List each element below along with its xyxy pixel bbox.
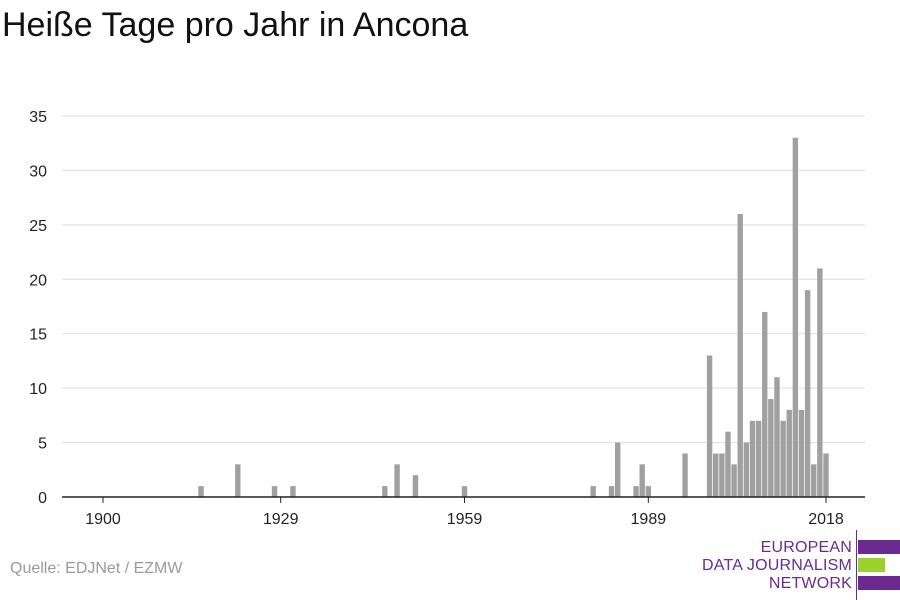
bar xyxy=(713,453,719,497)
bar xyxy=(774,377,780,497)
bar xyxy=(731,464,737,497)
bar xyxy=(811,464,817,497)
axes xyxy=(62,496,865,503)
bar xyxy=(461,486,468,497)
x-tick-label: 2018 xyxy=(808,511,844,528)
bar xyxy=(235,464,241,497)
logo-bar-middle xyxy=(858,558,885,572)
edjnet-logo: EUROPEAN DATA JOURNALISM NETWORK xyxy=(700,530,900,600)
bar xyxy=(614,442,621,497)
bar xyxy=(762,311,768,497)
x-tick-label: 1989 xyxy=(631,511,667,528)
y-tick-label: 35 xyxy=(29,109,47,126)
bar xyxy=(798,409,805,497)
bar xyxy=(412,475,419,497)
logo-line-network: NETWORK xyxy=(768,575,852,592)
y-tick-label: 10 xyxy=(29,381,47,398)
bar xyxy=(706,355,713,497)
logo-line-european: EUROPEAN xyxy=(760,539,852,556)
logo-divider xyxy=(856,530,857,600)
bar xyxy=(755,420,762,497)
logo-line-data-journalism: DATA JOURNALISM xyxy=(702,557,852,574)
bar xyxy=(608,486,615,497)
y-tick-label: 5 xyxy=(38,436,47,453)
bar xyxy=(804,290,811,497)
y-tick-label: 0 xyxy=(38,490,47,507)
bar xyxy=(749,420,756,497)
bar xyxy=(725,431,731,497)
bar xyxy=(394,464,400,497)
bar xyxy=(737,213,743,497)
x-tick-label: 1959 xyxy=(447,511,483,528)
logo-bar-top xyxy=(858,540,900,554)
bar xyxy=(198,486,204,497)
bar xyxy=(768,399,774,497)
bar xyxy=(786,409,792,497)
y-tick-label: 20 xyxy=(29,272,47,289)
bars xyxy=(198,137,829,497)
bar xyxy=(792,137,799,497)
bar xyxy=(682,453,688,497)
bar xyxy=(780,420,786,497)
x-tick-label: 1929 xyxy=(263,511,299,528)
source-note: Quelle: EDJNet / EZMW xyxy=(10,560,183,577)
y-tick-label: 25 xyxy=(29,218,47,235)
logo-bar-bottom xyxy=(858,576,900,590)
bar xyxy=(290,486,296,497)
bar xyxy=(639,464,645,497)
x-tick-label: 1900 xyxy=(85,511,121,528)
y-tick-label: 30 xyxy=(29,163,47,180)
chart-title: Heiße Tage pro Jahr in Ancona xyxy=(2,6,469,44)
x-tick-labels: 1900 1929 1959 1989 2018 xyxy=(85,511,844,528)
y-tick-label: 15 xyxy=(29,327,47,344)
bar xyxy=(645,486,652,497)
bar xyxy=(743,442,750,497)
bar xyxy=(823,453,829,497)
bar xyxy=(719,453,725,497)
bar xyxy=(817,268,823,497)
bar xyxy=(633,486,639,497)
bar xyxy=(590,486,596,497)
y-tick-labels: 0 5 10 15 20 25 30 35 xyxy=(29,109,47,507)
gridlines xyxy=(62,115,865,444)
bar xyxy=(382,486,388,497)
bar xyxy=(271,486,278,497)
